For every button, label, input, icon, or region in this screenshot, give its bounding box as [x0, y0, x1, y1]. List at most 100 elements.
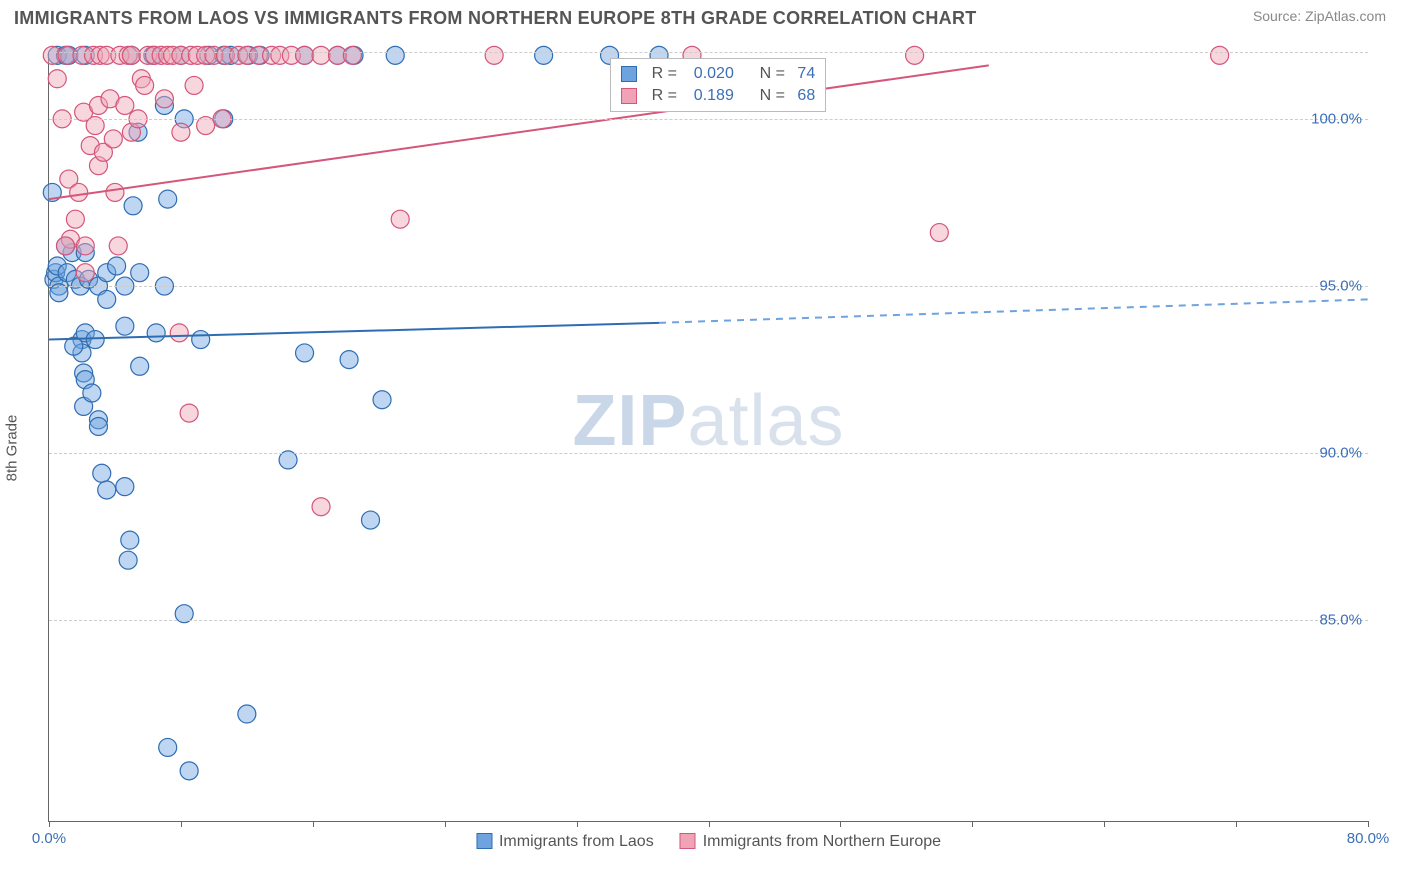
scatter-point-laos	[121, 531, 139, 549]
scatter-point-laos	[83, 384, 101, 402]
y-axis-label: 8th Grade	[4, 415, 21, 482]
gridline-h	[49, 453, 1368, 454]
scatter-point-laos	[93, 464, 111, 482]
gridline-h	[49, 286, 1368, 287]
stats-row-laos: R = 0.020 N = 74	[621, 63, 816, 85]
x-tick	[181, 821, 182, 827]
x-tick	[1236, 821, 1237, 827]
scatter-point-laos	[362, 511, 380, 529]
y-tick-label: 90.0%	[1319, 445, 1362, 462]
scatter-point-laos	[86, 331, 104, 349]
stats-row-neurope: R = 0.189 N = 68	[621, 85, 816, 107]
scatter-point-neurope	[185, 76, 203, 94]
scatter-point-neurope	[116, 96, 134, 114]
x-tick	[840, 821, 841, 827]
scatter-point-neurope	[48, 70, 66, 88]
scatter-point-neurope	[296, 46, 314, 64]
scatter-point-neurope	[485, 46, 503, 64]
stats-n-label: N =	[742, 65, 790, 83]
scatter-point-laos	[98, 481, 116, 499]
stats-r-value: 0.020	[689, 65, 733, 83]
y-tick-label: 85.0%	[1319, 612, 1362, 629]
scatter-point-neurope	[170, 324, 188, 342]
legend-bottom: Immigrants from Laos Immigrants from Nort…	[476, 833, 941, 851]
legend-swatch-laos	[476, 833, 492, 849]
scatter-point-neurope	[1211, 46, 1229, 64]
scatter-point-laos	[386, 46, 404, 64]
stats-n-value: 74	[797, 65, 815, 83]
scatter-point-laos	[159, 738, 177, 756]
legend-swatch-neurope	[621, 88, 637, 104]
scatter-point-neurope	[106, 183, 124, 201]
scatter-point-laos	[108, 257, 126, 275]
scatter-point-neurope	[343, 46, 361, 64]
x-tick-label: 0.0%	[32, 830, 66, 847]
source-attribution: Source: ZipAtlas.com	[1253, 8, 1386, 24]
scatter-point-neurope	[155, 90, 173, 108]
x-tick	[1368, 821, 1369, 827]
scatter-point-neurope	[312, 498, 330, 516]
scatter-point-laos	[116, 478, 134, 496]
scatter-point-neurope	[136, 76, 154, 94]
plot-area: ZIPatlas 85.0%90.0%95.0%100.0%0.0%80.0%R…	[48, 52, 1368, 822]
trend-line-dash-laos	[659, 299, 1368, 322]
scatter-point-laos	[340, 351, 358, 369]
scatter-point-laos	[116, 317, 134, 335]
scatter-point-neurope	[312, 46, 330, 64]
scatter-point-neurope	[172, 123, 190, 141]
legend-label: Immigrants from Northern Europe	[703, 833, 941, 850]
legend-label: Immigrants from Laos	[499, 833, 654, 850]
scatter-point-laos	[535, 46, 553, 64]
scatter-point-laos	[147, 324, 165, 342]
scatter-point-neurope	[930, 224, 948, 242]
scatter-point-neurope	[76, 237, 94, 255]
legend-swatch-neurope	[680, 833, 696, 849]
chart-title: IMMIGRANTS FROM LAOS VS IMMIGRANTS FROM …	[14, 8, 977, 29]
gridline-h	[49, 620, 1368, 621]
stats-n-value: 68	[797, 87, 815, 105]
stats-r-label: R =	[652, 87, 682, 105]
scatter-point-neurope	[66, 210, 84, 228]
scatter-point-neurope	[391, 210, 409, 228]
trend-line-laos	[49, 323, 659, 340]
stats-legend: R = 0.020 N = 74R = 0.189 N = 68	[610, 58, 827, 112]
x-tick	[1104, 821, 1105, 827]
legend-item-neurope: Immigrants from Northern Europe	[680, 833, 941, 851]
x-tick	[445, 821, 446, 827]
scatter-point-laos	[98, 290, 116, 308]
x-tick	[49, 821, 50, 827]
stats-r-value: 0.189	[689, 87, 733, 105]
legend-swatch-laos	[621, 66, 637, 82]
scatter-point-laos	[238, 705, 256, 723]
x-tick-label: 80.0%	[1347, 830, 1390, 847]
chart-container: 8th Grade ZIPatlas 85.0%90.0%95.0%100.0%…	[0, 38, 1406, 858]
stats-n-label: N =	[742, 87, 790, 105]
scatter-point-laos	[192, 331, 210, 349]
x-tick	[577, 821, 578, 827]
x-tick	[709, 821, 710, 827]
plot-svg	[49, 52, 1368, 821]
scatter-point-laos	[296, 344, 314, 362]
scatter-point-neurope	[76, 264, 94, 282]
gridline-h	[49, 119, 1368, 120]
scatter-point-laos	[124, 197, 142, 215]
scatter-point-neurope	[122, 46, 140, 64]
scatter-point-neurope	[56, 237, 74, 255]
scatter-point-laos	[373, 391, 391, 409]
x-tick	[972, 821, 973, 827]
scatter-point-laos	[119, 551, 137, 569]
scatter-point-laos	[159, 190, 177, 208]
scatter-point-neurope	[109, 237, 127, 255]
scatter-point-laos	[180, 762, 198, 780]
scatter-point-laos	[131, 264, 149, 282]
x-tick	[313, 821, 314, 827]
legend-item-laos: Immigrants from Laos	[476, 833, 654, 851]
scatter-point-neurope	[70, 183, 88, 201]
scatter-point-neurope	[906, 46, 924, 64]
gridline-h	[49, 52, 1368, 53]
scatter-point-neurope	[180, 404, 198, 422]
stats-r-label: R =	[652, 65, 682, 83]
scatter-point-neurope	[104, 130, 122, 148]
y-tick-label: 95.0%	[1319, 278, 1362, 295]
y-tick-label: 100.0%	[1311, 110, 1362, 127]
